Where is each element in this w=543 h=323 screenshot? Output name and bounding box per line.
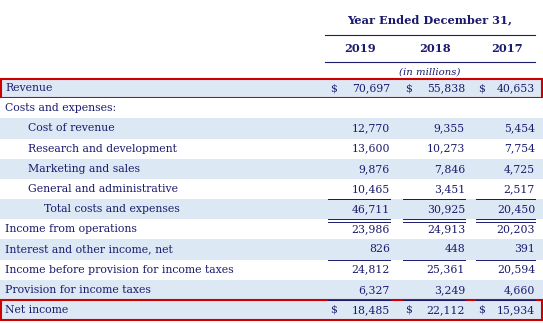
Text: 70,697: 70,697 [352,83,390,93]
Text: Provision for income taxes: Provision for income taxes [5,285,151,295]
Text: 5,454: 5,454 [504,123,535,133]
Bar [1,78,542,98]
Bar [0,139,543,159]
Text: 18,485: 18,485 [352,305,390,315]
Text: Research and development: Research and development [28,144,177,153]
Text: Total costs and expenses: Total costs and expenses [44,204,180,214]
Text: Income before provision for income taxes: Income before provision for income taxes [5,265,233,275]
Text: 20,594: 20,594 [497,265,535,275]
Text: 6,327: 6,327 [358,285,390,295]
Text: 30,925: 30,925 [427,204,465,214]
Text: 2018: 2018 [419,43,451,54]
Text: 10,273: 10,273 [427,144,465,153]
Text: 24,812: 24,812 [352,265,390,275]
Text: Interest and other income, net: Interest and other income, net [5,245,173,255]
Text: 448: 448 [444,245,465,255]
Text: 46,711: 46,711 [352,204,390,214]
Bar [1,300,542,319]
Text: 23,986: 23,986 [352,224,390,234]
Text: 12,770: 12,770 [352,123,390,133]
Text: Cost of revenue: Cost of revenue [28,123,115,133]
Text: 7,846: 7,846 [434,164,465,174]
Text: 9,355: 9,355 [434,123,465,133]
Text: $: $ [330,305,337,315]
Text: 20,203: 20,203 [496,224,535,234]
Text: Income from operations: Income from operations [5,224,137,234]
Text: 13,600: 13,600 [351,144,390,153]
Text: 2,517: 2,517 [504,184,535,194]
Bar [0,259,543,280]
Text: General and administrative: General and administrative [28,184,178,194]
Bar [0,199,543,219]
Text: Revenue: Revenue [5,83,52,93]
Bar [0,78,543,98]
Text: 2017: 2017 [491,43,522,54]
Text: $: $ [405,305,412,315]
Text: $: $ [478,305,485,315]
Text: 391: 391 [514,245,535,255]
Text: 55,838: 55,838 [427,83,465,93]
Text: Year Ended December 31,: Year Ended December 31, [348,15,513,26]
Text: $: $ [330,83,337,93]
Text: Costs and expenses:: Costs and expenses: [5,103,116,113]
Bar [0,280,543,300]
Text: 15,934: 15,934 [497,305,535,315]
Text: 826: 826 [369,245,390,255]
Text: 4,660: 4,660 [503,285,535,295]
Text: 40,653: 40,653 [497,83,535,93]
Text: 20,450: 20,450 [497,204,535,214]
Text: 24,913: 24,913 [427,224,465,234]
Text: 3,249: 3,249 [434,285,465,295]
Text: 22,112: 22,112 [426,305,465,315]
Text: $: $ [405,83,412,93]
Bar [0,98,543,118]
Text: 2019: 2019 [344,43,376,54]
Text: 9,876: 9,876 [359,164,390,174]
Bar [0,300,543,320]
Bar [0,118,543,139]
Text: 3,451: 3,451 [434,184,465,194]
Text: 25,361: 25,361 [427,265,465,275]
Bar [0,159,543,179]
Text: 4,725: 4,725 [504,164,535,174]
Text: $: $ [478,83,485,93]
Text: 7,754: 7,754 [504,144,535,153]
Text: Net income: Net income [5,305,68,315]
Text: Marketing and sales: Marketing and sales [28,164,140,174]
Bar [0,219,543,239]
Text: (in millions): (in millions) [399,68,461,77]
Text: 10,465: 10,465 [352,184,390,194]
Bar [0,179,543,199]
Bar [0,239,543,259]
